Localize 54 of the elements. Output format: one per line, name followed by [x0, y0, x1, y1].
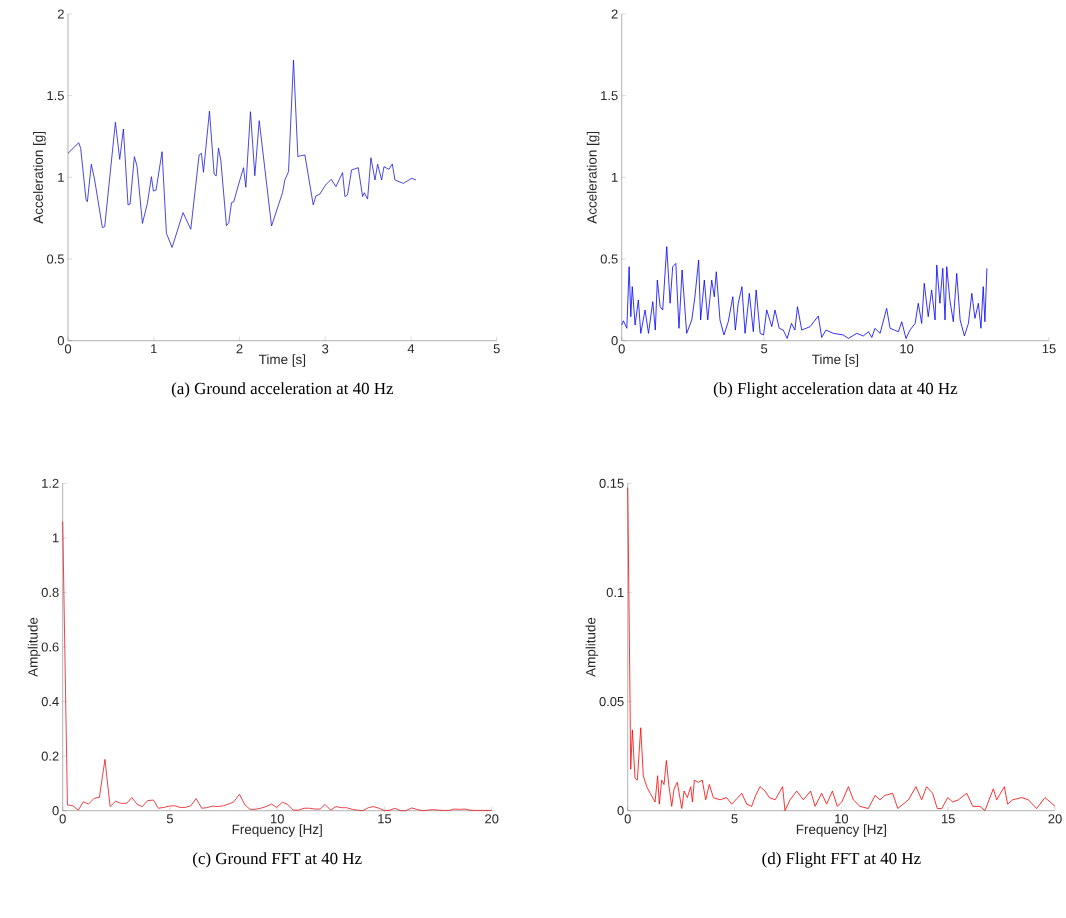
y-tick-label: 0.05: [599, 696, 624, 707]
x-tick-label: 0: [624, 814, 631, 824]
y-tick-label: 2: [57, 9, 64, 19]
x-tick-label: 2: [236, 344, 243, 354]
x-tick-label: 4: [407, 344, 415, 354]
x-tick-label: 15: [941, 814, 955, 824]
x-tick-label: 0: [64, 344, 72, 354]
y-axis-title: Amplitude: [585, 617, 599, 677]
line-series: [621, 246, 988, 339]
x-tick-label: 3: [322, 344, 329, 354]
x-tick-label: 20: [485, 814, 499, 824]
y-tick-label: 1: [58, 172, 64, 182]
x-axis-title: Time [s]: [258, 354, 306, 367]
y-tick-label: 2: [611, 9, 618, 19]
line-series: [627, 487, 1056, 812]
x-axis-title: Frequency [Hz]: [796, 824, 886, 837]
x-axis-title: Time [s]: [812, 354, 859, 367]
x-tick-label: 10: [835, 814, 849, 824]
y-tick-label: 0: [611, 336, 618, 346]
x-tick-label: 10: [270, 814, 284, 824]
y-tick-label: 0: [52, 806, 59, 816]
x-tick-label: 20: [1048, 814, 1062, 824]
x-tick-label: 15: [378, 814, 392, 824]
text: (c) Ground FFT at 40 Hz: [193, 852, 362, 868]
text: (b) Flight acceleration data at 40 Hz: [713, 382, 958, 398]
x-tick-label: 5: [493, 344, 500, 354]
x-tick-label: 10: [900, 344, 914, 354]
y-tick-label: 0.4: [41, 696, 59, 707]
y-tick-label: 0.2: [41, 751, 59, 761]
y-tick-label: 1.2: [42, 478, 59, 488]
y-tick-label: 0: [617, 806, 624, 816]
x-axis-title: Frequency [Hz]: [232, 824, 322, 837]
y-tick-label: 1.5: [47, 91, 64, 101]
y-axis-title: Acceleration [g]: [586, 131, 600, 224]
y-axis-title: Amplitude: [27, 617, 41, 677]
y-tick-label: 0.15: [599, 478, 624, 488]
y-tick-label: 0.1: [606, 587, 624, 598]
y-tick-label: 0.8: [41, 587, 59, 598]
y-tick-label: 0.5: [46, 254, 64, 264]
y-tick-label: 0: [57, 336, 64, 346]
x-tick-label: 15: [1042, 344, 1056, 354]
y-axis-title: Acceleration [g]: [33, 131, 46, 224]
y-tick-label: 1: [52, 533, 59, 543]
text: (d) Flight FFT at 40 Hz: [762, 852, 921, 868]
text: (a) Ground acceleration at 40 Hz: [171, 382, 394, 398]
y-tick-label: 0.5: [600, 254, 618, 264]
y-tick-label: 1.5: [601, 91, 618, 101]
y-tick-label: 0.6: [41, 642, 59, 652]
y-tick-label: 1: [611, 172, 618, 182]
x-tick-label: 5: [761, 344, 768, 354]
x-tick-label: 1: [151, 344, 157, 354]
x-tick-label: 5: [731, 814, 738, 824]
x-tick-label: 5: [166, 814, 174, 824]
line-series: [67, 59, 417, 248]
